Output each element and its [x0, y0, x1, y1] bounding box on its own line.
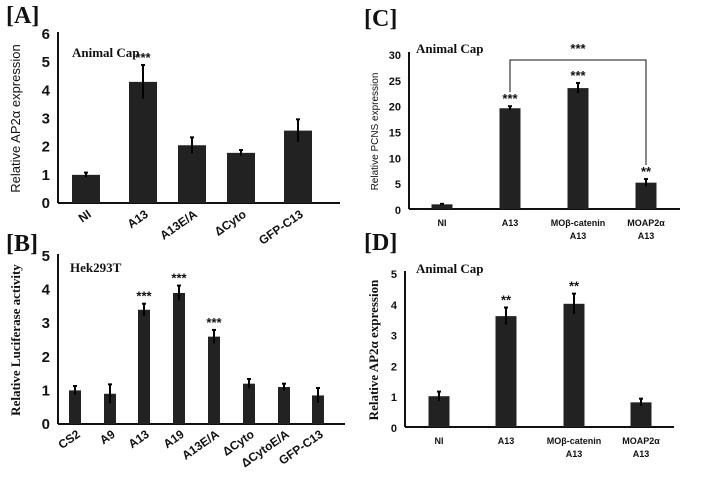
- panel-c-significance-label: ***: [502, 91, 518, 106]
- panel-b-label: [B]: [6, 231, 38, 257]
- panel-a-y-tick-label: 4: [42, 82, 51, 99]
- panel-a-y-tick-label: 3: [42, 111, 50, 128]
- panel-c-bar: [567, 88, 589, 209]
- panel-c-x-tick-label: NI: [438, 218, 447, 228]
- panel-b-bar: [69, 390, 81, 424]
- panel-b-significance-label: ***: [206, 315, 222, 330]
- panel-d-x-tick-label: MOAP2α: [622, 436, 660, 446]
- panel-d-y-tick-label: 4: [391, 300, 398, 312]
- panel-c-x-tick-label: A13: [502, 218, 519, 228]
- panel-d-x-tick-label: A13: [633, 449, 650, 459]
- panel-a-label: [A]: [6, 3, 39, 29]
- panel-d-y-tick-label: 2: [391, 361, 397, 373]
- panel-a-y-tick-label: 5: [42, 54, 50, 71]
- panel-c-y-axis-label: Relative PCNS expression: [370, 73, 381, 191]
- panel-b-y-tick-label: 1: [42, 382, 50, 399]
- panel-b-bar: [243, 383, 255, 424]
- panel-a-x-tick-label: A13E/A: [157, 207, 200, 243]
- panel-b-y-tick-label: 0: [42, 416, 50, 433]
- panel-a-bar: [284, 130, 312, 203]
- panel-b-bar: [312, 395, 324, 424]
- panel-b-y-tick-label: 2: [42, 349, 50, 366]
- panel-c-bar: [635, 182, 657, 209]
- panel-c-x-tick-label: A13: [638, 231, 655, 241]
- panel-c-significance-label: ***: [570, 68, 586, 83]
- panel-a-title: Animal Cap: [72, 45, 140, 60]
- panel-c-y-tick-label: 5: [395, 179, 401, 191]
- panel-c-y-tick-label: 15: [389, 128, 401, 140]
- panel-d-significance-label: **: [501, 292, 512, 307]
- panel-c-y-tick-label: 30: [389, 50, 401, 62]
- panel-b-y-tick-label: 3: [42, 315, 50, 332]
- panel-d-x-tick-label: A13: [566, 449, 583, 459]
- panel-a-significance-label: ***: [135, 50, 151, 65]
- panel-b-title: Hek293T: [70, 260, 122, 275]
- panel-d-bar: [630, 402, 652, 427]
- panel-d-title: Animal Cap: [416, 261, 484, 276]
- panel-d-y-tick-label: 0: [391, 423, 397, 435]
- panel-b-y-tick-label: 5: [42, 248, 50, 265]
- panel-a-y-axis-label: Relative AP2α expression: [8, 44, 23, 192]
- panel-a-bar: [129, 81, 157, 203]
- panel-a-y-tick-label: 6: [42, 26, 50, 43]
- panel-b-bar: [104, 393, 116, 424]
- panel-d-y-tick-label: 5: [391, 269, 397, 281]
- panel-b-bar: [138, 309, 150, 424]
- panel-b-x-tick-label: A13E/A: [179, 427, 222, 463]
- panel-a-y-tick-label: 1: [42, 167, 50, 184]
- panel-d-significance-label: **: [569, 279, 580, 294]
- panel-b-x-tick-label: A13: [126, 427, 152, 451]
- panel-d-bar: [563, 303, 585, 427]
- panel-a-y-tick-label: 0: [42, 195, 50, 212]
- panel-d-y-tick-label: 3: [391, 331, 397, 343]
- panel-c-y-tick-label: 20: [389, 102, 401, 114]
- panel-a-x-tick-label: ΔCyto: [212, 207, 249, 239]
- panel-c-title: Animal Cap: [416, 41, 484, 56]
- panel-c-label: [C]: [364, 6, 397, 32]
- panel-c-significance-label: **: [641, 164, 652, 179]
- panel-b-y-tick-label: 4: [42, 282, 51, 299]
- panel-a-bar: [227, 152, 255, 203]
- panel-d-y-axis-label: Relative AP2α expression: [366, 279, 381, 420]
- panel-a-y-tick-label: 2: [42, 139, 50, 156]
- panel-b-significance-label: ***: [136, 289, 152, 304]
- panel-b-x-tick-label: A9: [97, 427, 118, 447]
- panel-b-bar: [278, 387, 290, 424]
- panel-b-significance-label: ***: [171, 271, 187, 286]
- panel-c-comparison-bracket: [509, 59, 647, 166]
- panel-c-x-tick-label: MOAP2α: [627, 218, 665, 228]
- panel-d-x-tick-label: MOβ-catenin: [547, 436, 602, 446]
- panel-c-y-tick-label: 25: [389, 76, 401, 88]
- panel-c-y-tick-label: 0: [395, 205, 401, 217]
- panel-b-y-axis-label: Relative Luciferase activity: [8, 264, 23, 416]
- panel-b-bar: [173, 292, 185, 424]
- panel-a-x-tick-label: A13: [125, 207, 151, 231]
- panel-d-y-tick-label: 1: [391, 392, 397, 404]
- panel-d-bar: [428, 396, 450, 427]
- panel-b-x-tick-label: CS2: [56, 427, 83, 452]
- panel-a-bar: [72, 174, 100, 203]
- panel-d-label: [D]: [364, 230, 397, 256]
- panel-d-x-tick-label: NI: [435, 436, 444, 446]
- panel-d-x-tick-label: A13: [498, 436, 515, 446]
- panel-a-x-tick-label: NI: [76, 207, 94, 225]
- panel-c-bar: [431, 204, 453, 209]
- panel-c-y-tick-label: 10: [389, 153, 401, 165]
- panel-c-x-tick-label: A13: [570, 231, 587, 241]
- panel-c-bracket-label: ***: [570, 41, 586, 56]
- panel-c-bar: [499, 108, 521, 209]
- panel-c-x-tick-label: MOβ-catenin: [551, 218, 606, 228]
- panel-d-bar: [495, 316, 517, 427]
- panel-a-bar: [178, 145, 206, 203]
- panel-b-bar: [208, 336, 220, 424]
- panel-a-x-tick-label: GFP-C13: [256, 207, 306, 248]
